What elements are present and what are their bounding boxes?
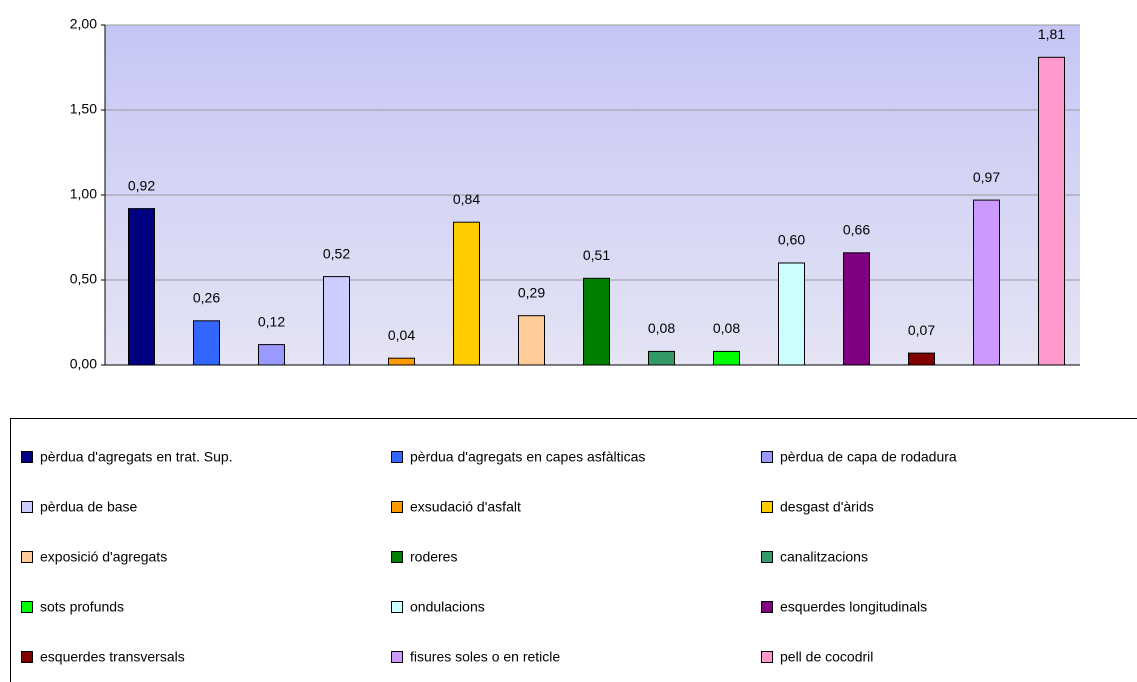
data-label: 0,51: [583, 247, 610, 263]
bar: [128, 208, 155, 366]
legend-label: exposició d'agregats: [40, 549, 167, 565]
legend-box: [10, 418, 1137, 682]
data-label: 0,29: [518, 284, 545, 300]
data-label: 0,60: [778, 232, 805, 248]
bar: [388, 357, 415, 366]
bar: [258, 344, 285, 366]
legend-swatch: [391, 651, 403, 663]
legend-label: desgast d'àrids: [780, 499, 874, 515]
legend-swatch: [21, 601, 33, 613]
data-label: 0,12: [258, 313, 285, 329]
legend-label: exsudació d'asfalt: [410, 499, 521, 515]
legend-swatch: [391, 501, 403, 513]
legend-swatch: [391, 601, 403, 613]
data-label: 0,66: [843, 222, 870, 238]
bar: [1038, 56, 1065, 366]
legend-label: pèrdua d'agregats en trat. Sup.: [40, 449, 233, 465]
legend-label: roderes: [410, 549, 457, 565]
data-label: 0,92: [128, 177, 155, 193]
legend-swatch: [391, 451, 403, 463]
y-tick-label: 0,50: [70, 271, 97, 287]
bar: [843, 252, 870, 366]
legend-swatch: [21, 551, 33, 563]
legend-swatch: [761, 501, 773, 513]
legend-swatch: [21, 501, 33, 513]
bar: [453, 221, 480, 366]
data-label: 1,81: [1038, 26, 1065, 42]
legend-label: pell de cocodril: [780, 649, 873, 665]
data-label: 0,08: [648, 320, 675, 336]
bar: [713, 350, 740, 366]
legend-label: pèrdua d'agregats en capes asfàlticas: [410, 449, 645, 465]
legend-label: esquerdes transversals: [40, 649, 185, 665]
data-label: 0,07: [908, 322, 935, 338]
legend-swatch: [21, 651, 33, 663]
legend-label: pèrdua de capa de rodadura: [780, 449, 957, 465]
data-label: 0,08: [713, 320, 740, 336]
legend-label: ondulacions: [410, 599, 485, 615]
y-tick-label: 1,00: [70, 186, 97, 202]
data-label: 0,52: [323, 245, 350, 261]
bar: [518, 315, 545, 366]
bar: [583, 277, 610, 366]
data-label: 0,04: [388, 327, 415, 343]
legend-label: canalitzacions: [780, 549, 868, 565]
bar: [648, 350, 675, 366]
legend-label: sots profunds: [40, 599, 124, 615]
bar: [193, 320, 220, 366]
legend-label: esquerdes longitudinals: [780, 599, 927, 615]
data-label: 0,97: [973, 169, 1000, 185]
data-label: 0,84: [453, 191, 480, 207]
y-tick-label: 2,00: [70, 16, 97, 32]
y-tick-label: 1,50: [70, 101, 97, 117]
bar: [778, 262, 805, 366]
y-tick-label: 0,00: [70, 356, 97, 372]
legend-swatch: [761, 551, 773, 563]
legend-swatch: [761, 451, 773, 463]
legend-swatch: [761, 651, 773, 663]
legend-swatch: [391, 551, 403, 563]
legend-label: pèrdua de base: [40, 499, 138, 515]
bar: [908, 352, 935, 366]
bar: [973, 199, 1000, 366]
legend-swatch: [761, 601, 773, 613]
data-label: 0,26: [193, 290, 220, 306]
bar: [323, 276, 350, 366]
legend-swatch: [21, 451, 33, 463]
legend-label: fisures soles o en reticle: [410, 649, 560, 665]
